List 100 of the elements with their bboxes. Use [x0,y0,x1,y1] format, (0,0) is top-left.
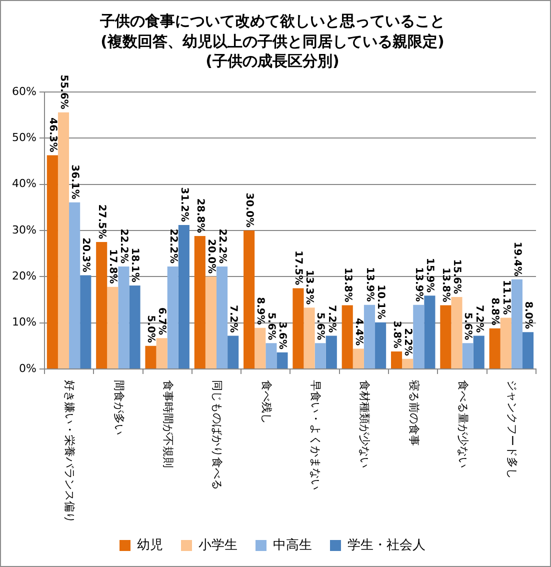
bar [80,275,92,368]
data-label: 7.2% [326,305,337,333]
bar [489,328,500,368]
data-label: 20.3% [80,238,92,272]
data-label: 7.2% [473,305,484,333]
bar [390,351,402,368]
x-tick-label: 早食い・よくかまない [308,380,322,490]
data-label: 19.4% [511,242,522,276]
y-tick-label: 30% [12,223,36,236]
bar [69,202,80,368]
data-label: 6.7% [156,307,168,336]
data-label: 22.2% [216,228,228,264]
bar [500,318,512,368]
bar [96,242,108,368]
bar [342,305,353,368]
bar [178,224,190,368]
data-label: 5.6% [266,312,277,340]
bar [254,328,266,368]
data-label: 13.9% [413,267,424,302]
y-tick-label: 50% [12,131,36,144]
chart-title: 子供の食事について改めて欲しいと思っていること [99,12,445,30]
bar [292,288,304,368]
bar [451,296,462,368]
data-label: 13.3% [304,270,315,305]
bar [352,348,364,368]
data-label: 15.6% [451,259,462,294]
bar [216,266,228,368]
x-tick-label: 食べ残し [260,380,273,424]
y-tick-label: 20% [12,270,36,283]
legend-label: 小学生 [198,538,238,553]
x-tick-label: 同じものばかり食べる [210,380,224,490]
bar [375,322,386,368]
data-label: 20.0% [205,238,216,274]
data-label: 15.9% [424,258,436,293]
bar [413,304,424,368]
data-label: 3.8% [390,320,402,348]
data-label: 17.8% [107,249,118,284]
bar [58,112,70,368]
data-label: 10.1% [374,284,386,320]
bar [314,343,326,368]
legend-label: 中高生 [273,536,312,553]
x-tick-label: ジャンクフード多し [506,380,519,479]
data-label: 11.1% [500,280,512,315]
legend-label: 幼児 [137,538,163,553]
bar [228,336,239,368]
y-tick-label: 60% [12,84,36,98]
bar [440,305,452,368]
bar [326,336,337,368]
data-label: 5.0% [145,315,156,343]
data-label: 17.5% [292,250,304,286]
data-label: 13.8% [342,268,353,302]
data-label: 13.8% [440,268,452,302]
data-label: 5.6% [314,312,326,340]
bar [244,230,255,368]
data-label: 8.0% [522,301,534,330]
data-label: 18.1% [129,248,140,282]
data-label: 28.8% [194,198,206,234]
data-label: 4.4% [352,318,364,346]
data-label: 30.0% [243,192,254,228]
data-label: 2.2% [402,328,413,356]
x-tick-label: 間食が多い [112,380,126,435]
data-label: 5.6% [462,312,474,340]
data-label: 55.6% [58,74,69,110]
data-label: 7.2% [227,305,238,333]
bar [462,343,474,368]
legend-label: 学生・社会人 [348,538,426,553]
x-tick-label: 食事時間が不規則 [161,380,174,468]
data-label: 8.8% [489,298,500,326]
data-label: 27.5% [96,204,107,240]
bar [473,336,484,368]
bar [129,285,140,368]
chart-subtitle: (複数回答、幼児以上の子供と同居している親限定) (子供の成長区分別) [100,32,444,70]
x-tick-label: 好き嫌い・栄養バランス偏り [63,380,76,523]
data-label: 36.1% [68,164,80,200]
data-label: 22.2% [118,228,130,264]
bar [511,279,522,368]
data-label: 13.9% [364,267,375,302]
bar [364,304,376,368]
y-tick-label: 40% [12,177,36,190]
bar [118,266,130,368]
bar [46,155,58,368]
bar [156,338,168,368]
data-label: 3.6% [276,322,288,350]
bar [167,266,178,368]
data-label: 22.2% [167,228,178,264]
bar [107,286,118,368]
bar [266,343,277,368]
y-tick-label: 0% [18,362,36,375]
bar [522,332,534,368]
bar [276,352,288,368]
data-label: 46.3% [46,118,58,152]
x-tick-label: 寝る前の食事 [407,380,420,446]
data-label: 31.2% [178,187,190,222]
bar [402,358,414,368]
data-label: 8.9% [254,297,266,325]
bar [194,236,206,368]
bar [205,276,216,368]
bar [145,346,156,368]
x-tick-label: 食べる量が少ない [456,380,470,468]
bar [304,308,315,368]
